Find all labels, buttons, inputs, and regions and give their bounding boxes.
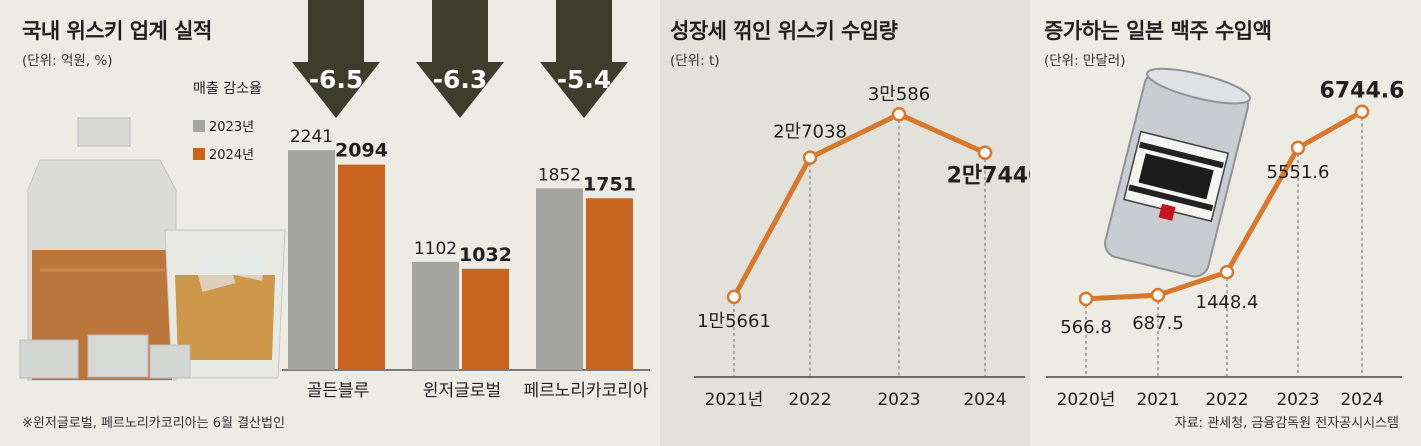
data-point xyxy=(1290,140,1306,156)
data-label: 2만7038 xyxy=(773,122,847,143)
data-label: 2만7440 xyxy=(947,164,1030,189)
bar xyxy=(288,150,335,370)
legend-label-2024: 2024년 xyxy=(209,148,255,163)
panel1-unit: (단위: 억원, %) xyxy=(22,53,113,69)
data-point xyxy=(1219,264,1235,280)
bar-value-label: 2241 xyxy=(290,127,333,147)
decline-arrow xyxy=(416,0,504,118)
panel3-title: 증가하는 일본 맥주 수입액 xyxy=(1044,19,1272,43)
data-point xyxy=(1150,287,1166,303)
legend-swatch-2024 xyxy=(193,147,205,160)
bar-value-label: 1102 xyxy=(414,239,457,259)
panel1-title: 국내 위스키 업계 실적 xyxy=(22,19,212,43)
panel3-unit: (단위: 만달러) xyxy=(1044,53,1126,69)
decanter-neck xyxy=(77,117,131,147)
bar xyxy=(338,164,385,370)
legend-label-2023: 2023년 xyxy=(209,120,255,135)
category-label: 윈저글로벌 xyxy=(423,381,501,401)
bar xyxy=(462,268,509,370)
whisky-illustration xyxy=(19,117,286,381)
x-tick-label: 2023 xyxy=(877,390,920,410)
panel1-footnote: ※윈저글로벌, 페르노리카코리아는 6월 결산법인 xyxy=(22,416,285,431)
x-tick-label: 2021년 xyxy=(705,390,764,410)
data-point xyxy=(802,150,818,165)
category-label: 골든블루 xyxy=(307,381,370,401)
legend-2024: 2024년 xyxy=(193,144,254,163)
whisky-imports-panel: 성장세 꺾인 위스키 수입량 (단위: t) 1만5661 2021년 2만7038… xyxy=(660,0,1030,446)
panel2-title: 성장세 꺾인 위스키 수입량 xyxy=(670,19,898,43)
x-tick-label: 2021 xyxy=(1136,390,1179,410)
beer-can-top xyxy=(1146,67,1252,105)
data-point xyxy=(891,106,907,122)
bar-value-label: 1751 xyxy=(583,173,636,195)
japan-beer-panel: 증가하는 일본 맥주 수입액 (단위: 만달러) 566.8 2020년 687.5… xyxy=(1030,0,1421,446)
decline-rate-value: -6.5 xyxy=(309,65,364,94)
bar-value-label: 2094 xyxy=(335,140,388,162)
x-tick-label: 2023 xyxy=(1276,390,1319,410)
legend-2023: 2023년 xyxy=(193,116,254,135)
bar-value-label: 1852 xyxy=(538,165,581,185)
x-tick-label: 2022 xyxy=(788,390,831,410)
data-point xyxy=(1078,291,1094,307)
data-label: 566.8 xyxy=(1060,317,1112,338)
series-line xyxy=(731,111,987,299)
data-label: 1만5661 xyxy=(697,311,771,332)
whisky-sales-panel: 국내 위스키 업계 실적 (단위: 억원, %) 매출 감소율 2023년 20… xyxy=(0,0,660,446)
x-tick-label: 2020년 xyxy=(1057,390,1116,410)
category-label: 페르노리카코리아 xyxy=(523,381,648,401)
x-tick-label: 2022 xyxy=(1205,390,1248,410)
data-label: 6744.6 xyxy=(1320,79,1405,104)
data-label: 5551.6 xyxy=(1267,162,1330,183)
legend-swatch-2023 xyxy=(193,119,205,132)
decline-rate-value: -5.4 xyxy=(557,65,612,94)
x-tick-label: 2024 xyxy=(1340,390,1383,410)
data-label: 3만586 xyxy=(868,84,930,105)
data-point xyxy=(977,145,993,160)
bar xyxy=(536,188,583,370)
decline-arrow xyxy=(540,0,628,118)
data-point xyxy=(1354,104,1370,119)
whisky-imports-line-chart: 1만5661 2021년 2만7038 2022 3만586 2023 2만7440 2024 xyxy=(694,84,1030,410)
decline-rate-value: -6.3 xyxy=(433,65,488,94)
decline-arrow xyxy=(292,0,380,118)
bar xyxy=(412,261,459,370)
panel3-source: 자료: 관세청, 금융감독원 전자공시시스템 xyxy=(1174,416,1399,431)
japan-beer-line-chart: 566.8 2020년 687.5 2021 1448.4 2022 5551.6 2023 6… xyxy=(1046,79,1405,410)
data-point xyxy=(726,289,742,305)
data-label: 687.5 xyxy=(1132,313,1184,334)
x-tick-label: 2024 xyxy=(963,390,1006,410)
bar xyxy=(586,198,633,370)
beer-can-illustration xyxy=(1104,67,1252,278)
decline-rate-label: 매출 감소율 xyxy=(193,81,262,97)
bar-value-label: 1032 xyxy=(459,244,512,266)
data-label: 1448.4 xyxy=(1196,292,1259,313)
panel2-unit: (단위: t) xyxy=(670,53,720,69)
